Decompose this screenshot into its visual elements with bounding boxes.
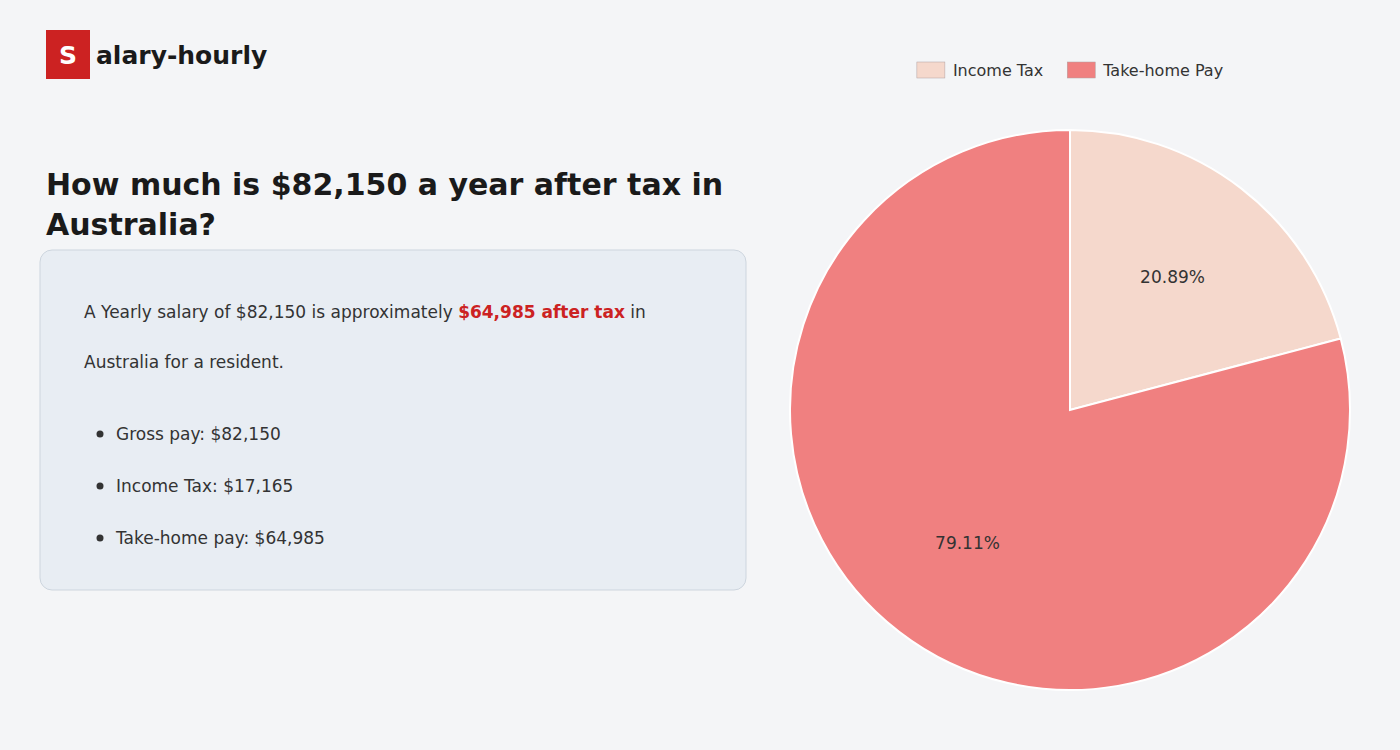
pie: 20.89% 79.11% <box>790 130 1350 690</box>
brand-logo: Salary-hourly <box>46 30 267 79</box>
legend-item: Take-home Pay <box>1067 61 1223 80</box>
chart-root: Salary-hourly How much is $82,150 a year … <box>0 0 1400 750</box>
data-label: 20.89% <box>1140 267 1205 287</box>
logo-box <box>46 30 90 79</box>
description-part: A Yearly salary of $82,150 is approximat… <box>84 302 458 322</box>
description-line: A Yearly salary of $82,150 is approximat… <box>84 302 646 322</box>
data-label: 79.11% <box>935 533 1000 553</box>
legend-label: Take-home Pay <box>1102 61 1223 80</box>
logo-text: alary-hourly <box>96 41 267 70</box>
legend-swatch <box>917 62 945 78</box>
description-part: $64,985 after tax <box>458 302 625 322</box>
bullet-dot <box>97 535 104 542</box>
title: How much is $82,150 a year after tax in A… <box>46 167 723 242</box>
legend-item: Income Tax <box>917 61 1043 80</box>
description-line: Australia for a resident. <box>84 352 284 372</box>
legend: Income Tax Take-home Pay <box>917 61 1223 80</box>
bullet-dot <box>97 431 104 438</box>
info-box <box>40 250 746 590</box>
legend-swatch <box>1067 62 1095 78</box>
title-line: Australia? <box>46 207 216 242</box>
bullet-dot <box>97 483 104 490</box>
bullet-item: Take-home pay: $64,985 <box>115 528 325 548</box>
description-part: in <box>625 302 646 322</box>
title-line: How much is $82,150 a year after tax in <box>46 167 723 202</box>
pie-slice <box>790 130 1350 690</box>
logo-letter: S <box>59 41 77 70</box>
legend-label: Income Tax <box>953 61 1043 80</box>
bullet-item: Income Tax: $17,165 <box>116 476 293 496</box>
background <box>0 0 1400 750</box>
bullet-item: Gross pay: $82,150 <box>116 424 281 444</box>
